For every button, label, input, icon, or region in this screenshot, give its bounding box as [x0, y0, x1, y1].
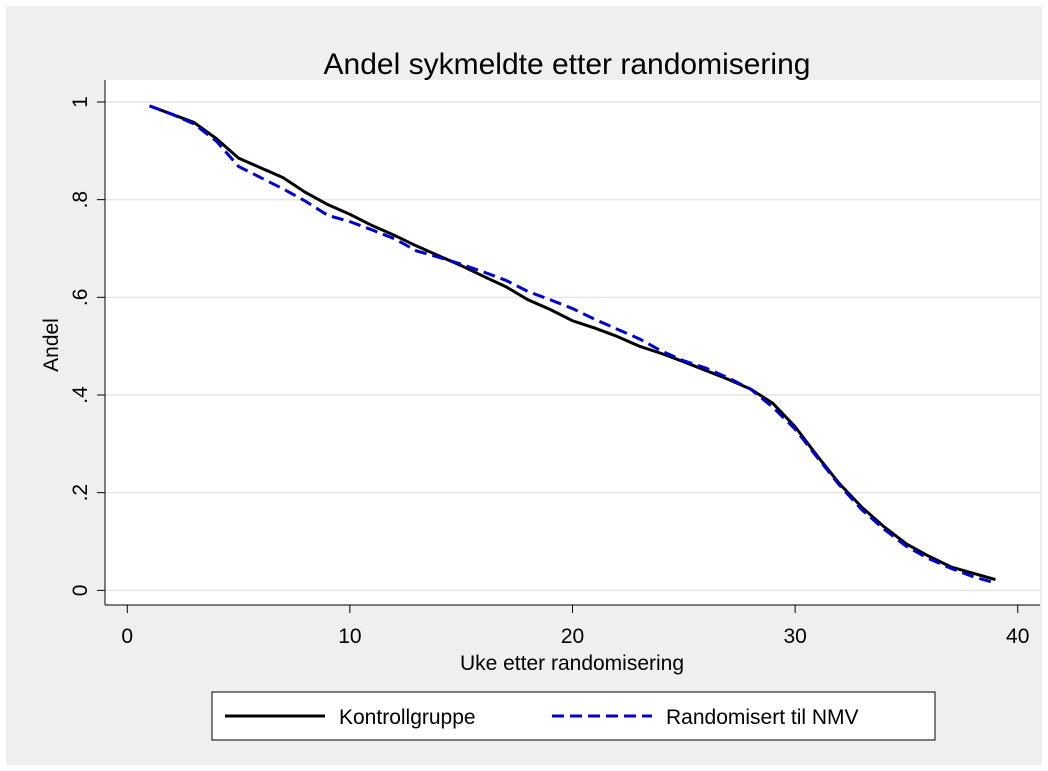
y-tick-label: .8 [69, 191, 92, 209]
series-line [148, 104, 996, 582]
x-axis-label: Uke etter randomisering [460, 652, 684, 675]
series-line [148, 104, 996, 585]
y-tick-label: .2 [69, 484, 92, 502]
x-tick-label: 0 [121, 625, 133, 648]
legend-label: Kontrollgruppe [339, 706, 476, 729]
x-tick-label: 40 [1006, 625, 1029, 648]
legend-label: Randomisert til NMV [666, 706, 859, 729]
y-tick-label: .4 [69, 386, 92, 404]
chart-title: Andel sykmeldte etter randomisering [324, 48, 811, 81]
x-tick-label: 10 [338, 625, 361, 648]
y-tick-label: .6 [69, 289, 92, 307]
plot-area [105, 80, 1040, 605]
y-tick-label: 0 [69, 585, 92, 597]
x-tick-label: 30 [783, 625, 806, 648]
y-axis-label: Andel [40, 318, 63, 372]
x-tick-label: 20 [561, 625, 584, 648]
y-tick-label: 1 [69, 96, 92, 108]
